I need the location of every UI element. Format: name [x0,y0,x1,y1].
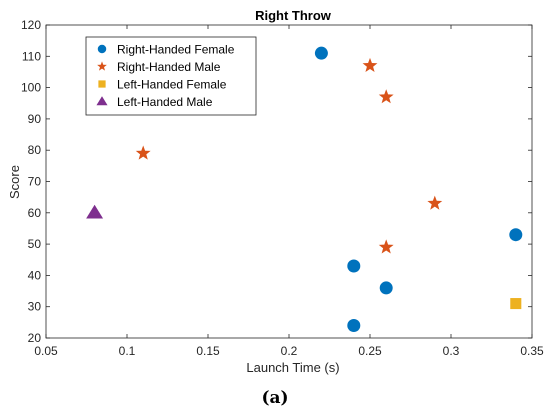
data-point-triangle [86,204,104,219]
y-tick-label: 50 [28,237,42,251]
data-point-star [135,145,151,160]
data-point-circle [347,318,361,332]
y-tick-label: 20 [28,331,42,345]
plot-area: 0.05 0.1 0.15 0.2 0.25 0.3 0.35 20 30 40 50 60 70 80 9… [21,18,544,358]
data-point-star [378,239,394,254]
y-tick-label: 70 [28,175,42,189]
legend-label: Left-Handed Male [117,95,213,109]
y-tick-label: 30 [28,300,42,314]
x-axis-label: Launch Time (s) [246,360,339,375]
x-tick-label: 0.15 [196,344,220,358]
y-tick-label: 90 [28,112,42,126]
x-tick-label: 0.25 [358,344,382,358]
data-point-circle [314,46,328,60]
chart-title: Right Throw [255,8,332,23]
data-point-square [510,298,522,310]
legend-marker [98,80,106,88]
x-tick-label: 0.3 [443,344,460,358]
y-tick-label: 60 [28,206,42,220]
legend-label: Left-Handed Female [117,78,227,92]
data-point-circle [379,281,393,295]
y-tick-label: 40 [28,268,42,282]
legend-marker [96,96,108,106]
y-axis-label: Score [7,165,22,199]
data-point-star [427,195,443,210]
x-tick-label: 0.35 [520,344,544,358]
x-tick-label: 0.05 [34,344,58,358]
data-point-circle [509,228,523,242]
legend-marker [97,44,107,54]
data-point-star [362,57,378,72]
y-tick-label: 80 [28,143,42,157]
legend-label: Right-Handed Female [117,43,235,57]
legend-box [85,36,257,116]
legend-label: Right-Handed Male [117,60,221,74]
figure-caption: (a) [261,388,289,408]
y-tick-label: 110 [22,49,41,63]
legend-marker [97,61,107,71]
y-tick-label: 100 [21,81,41,95]
x-tick-label: 0.1 [119,344,136,358]
y-tick-label: 120 [21,18,41,32]
x-tick-label: 0.2 [281,344,298,358]
data-point-star [378,89,394,104]
data-point-circle [347,259,361,273]
scatter-chart: Right Throw 0.05 0.1 0.15 0.2 0.25 0.3 0.35 20 3… [7,8,544,375]
